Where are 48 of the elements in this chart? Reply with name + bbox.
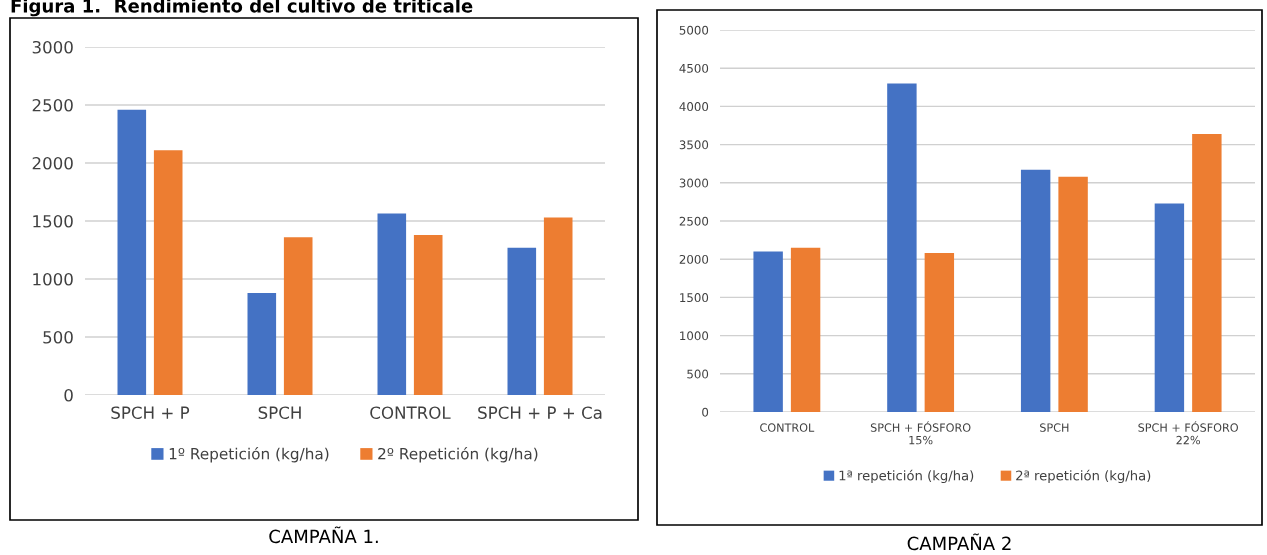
- bar: [1192, 133, 1222, 412]
- bar: [117, 109, 147, 395]
- bar: [753, 251, 783, 412]
- y-tick-label: 500: [687, 369, 709, 379]
- bar: [1020, 169, 1051, 412]
- text: CAMPAÑA 1.: [269, 526, 378, 544]
- y-tick-label: 2500: [679, 216, 709, 226]
- y-tick-label: 1500: [33, 214, 73, 228]
- y-tick-label: 4500: [679, 63, 709, 73]
- bar: [887, 83, 917, 412]
- bar: [924, 253, 955, 412]
- x-tick-label: SPCH + P: [111, 406, 190, 420]
- x-tick-label: CONTROL: [760, 423, 815, 432]
- bar: [507, 247, 537, 395]
- y-tick-label: 1000: [680, 331, 709, 341]
- legend-label: 2ª repetición (kg/ha): [1016, 469, 1151, 484]
- y-tick-label: 5000: [679, 25, 709, 35]
- y-tick-label: 2000: [32, 156, 73, 170]
- y-tick-label: 500: [43, 330, 73, 344]
- y-tick-label: 1500: [680, 293, 709, 303]
- y-tick-label: 2500: [32, 98, 73, 112]
- x-tick-label: SPCH + P + Ca: [478, 406, 602, 420]
- bar: [413, 234, 443, 395]
- y-tick-label: 0: [702, 407, 709, 417]
- bar: [1154, 203, 1185, 412]
- legend-label: 1º Repetición (kg/ha): [169, 447, 329, 463]
- bar: [543, 217, 573, 395]
- x-tick-label: CONTROL: [370, 406, 451, 420]
- y-tick-label: 1000: [33, 272, 73, 286]
- y-tick-label: 0: [64, 388, 73, 402]
- y-tick-label: 4000: [679, 102, 709, 112]
- bar: [153, 150, 183, 395]
- bar: [377, 213, 407, 395]
- bar: [1058, 176, 1088, 412]
- x-tick-label: SPCH + FÓSFORO 22%: [1138, 421, 1238, 445]
- y-tick-label: 2000: [679, 254, 709, 264]
- legend-label: 1ª repetición (kg/ha): [839, 469, 974, 484]
- bar: [283, 237, 313, 395]
- x-tick-label: SPCH + FÓSFORO 15%: [870, 421, 971, 445]
- bar: [247, 292, 277, 395]
- bar: [790, 247, 821, 412]
- y-tick-label: 3500: [679, 140, 709, 150]
- x-tick-label: SPCH: [1040, 423, 1069, 432]
- y-tick-label: 3000: [32, 40, 73, 54]
- legend-label: 2º Repetición (kg/ha): [378, 447, 538, 463]
- text: CAMPAÑA 2: [907, 533, 1011, 551]
- y-tick-label: 3000: [679, 178, 709, 188]
- x-tick-label: SPCH: [258, 406, 301, 420]
